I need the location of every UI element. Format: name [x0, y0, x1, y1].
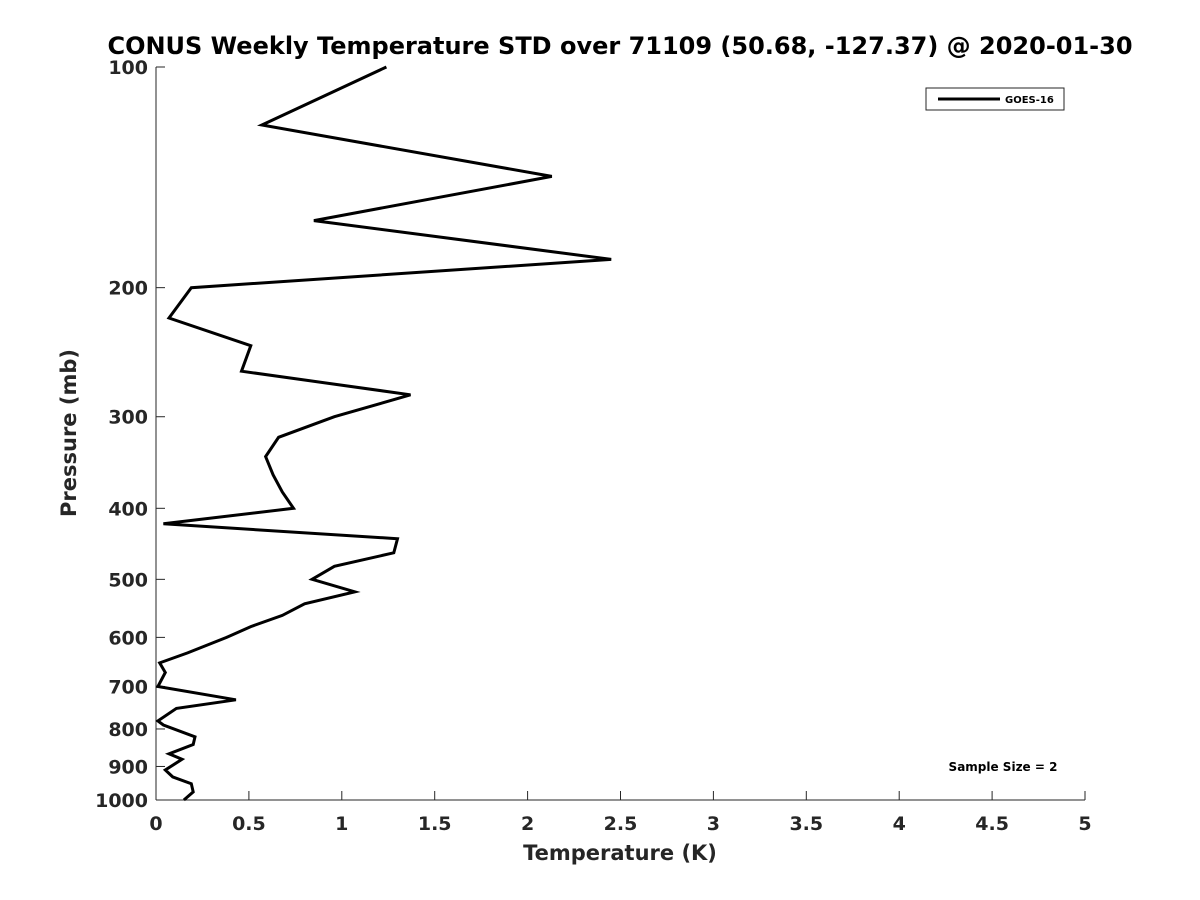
x-tick-label: 0.5: [232, 813, 266, 835]
x-tick-label: 3.5: [789, 813, 823, 835]
series-lines: [155, 65, 612, 802]
x-axis-label: Temperature (K): [523, 841, 717, 865]
y-tick-label: 200: [108, 278, 148, 300]
x-tick-label: 2: [521, 813, 534, 835]
x-tick-label: 1: [335, 813, 348, 835]
x-tick-label: 3: [707, 813, 720, 835]
y-tick-label: 500: [108, 569, 148, 591]
y-tick-label: 400: [108, 498, 148, 520]
y-axis-label: Pressure (mb): [57, 349, 81, 517]
y-tick-label: 700: [108, 676, 148, 698]
chart-title: CONUS Weekly Temperature STD over 71109 …: [107, 32, 1132, 60]
y-tick-label: 800: [108, 719, 148, 741]
x-tick-label: 5: [1078, 813, 1091, 835]
y-tick-label: 300: [108, 407, 148, 429]
tick-labels: 0 0.5 1 1.5 2 2.5 3 3.5 4 4.5 5 100 200 300 400 500 600 7…: [95, 57, 1092, 835]
legend: GOES-16: [925, 87, 1065, 111]
series-line-0: [155, 65, 612, 802]
legend-entry: GOES-16: [1005, 95, 1054, 106]
y-tick-label: 900: [108, 756, 148, 778]
y-tick-label: 100: [108, 57, 148, 79]
x-tick-label: 1.5: [418, 813, 452, 835]
x-tick-label: 2.5: [604, 813, 638, 835]
y-tick-label: 1000: [95, 790, 148, 812]
sample-size-annotation: Sample Size = 2: [949, 760, 1058, 774]
x-tick-label: 0: [149, 813, 162, 835]
y-tick-label: 600: [108, 627, 148, 649]
x-tick-label: 4.5: [975, 813, 1009, 835]
x-tick-label: 4: [893, 813, 906, 835]
